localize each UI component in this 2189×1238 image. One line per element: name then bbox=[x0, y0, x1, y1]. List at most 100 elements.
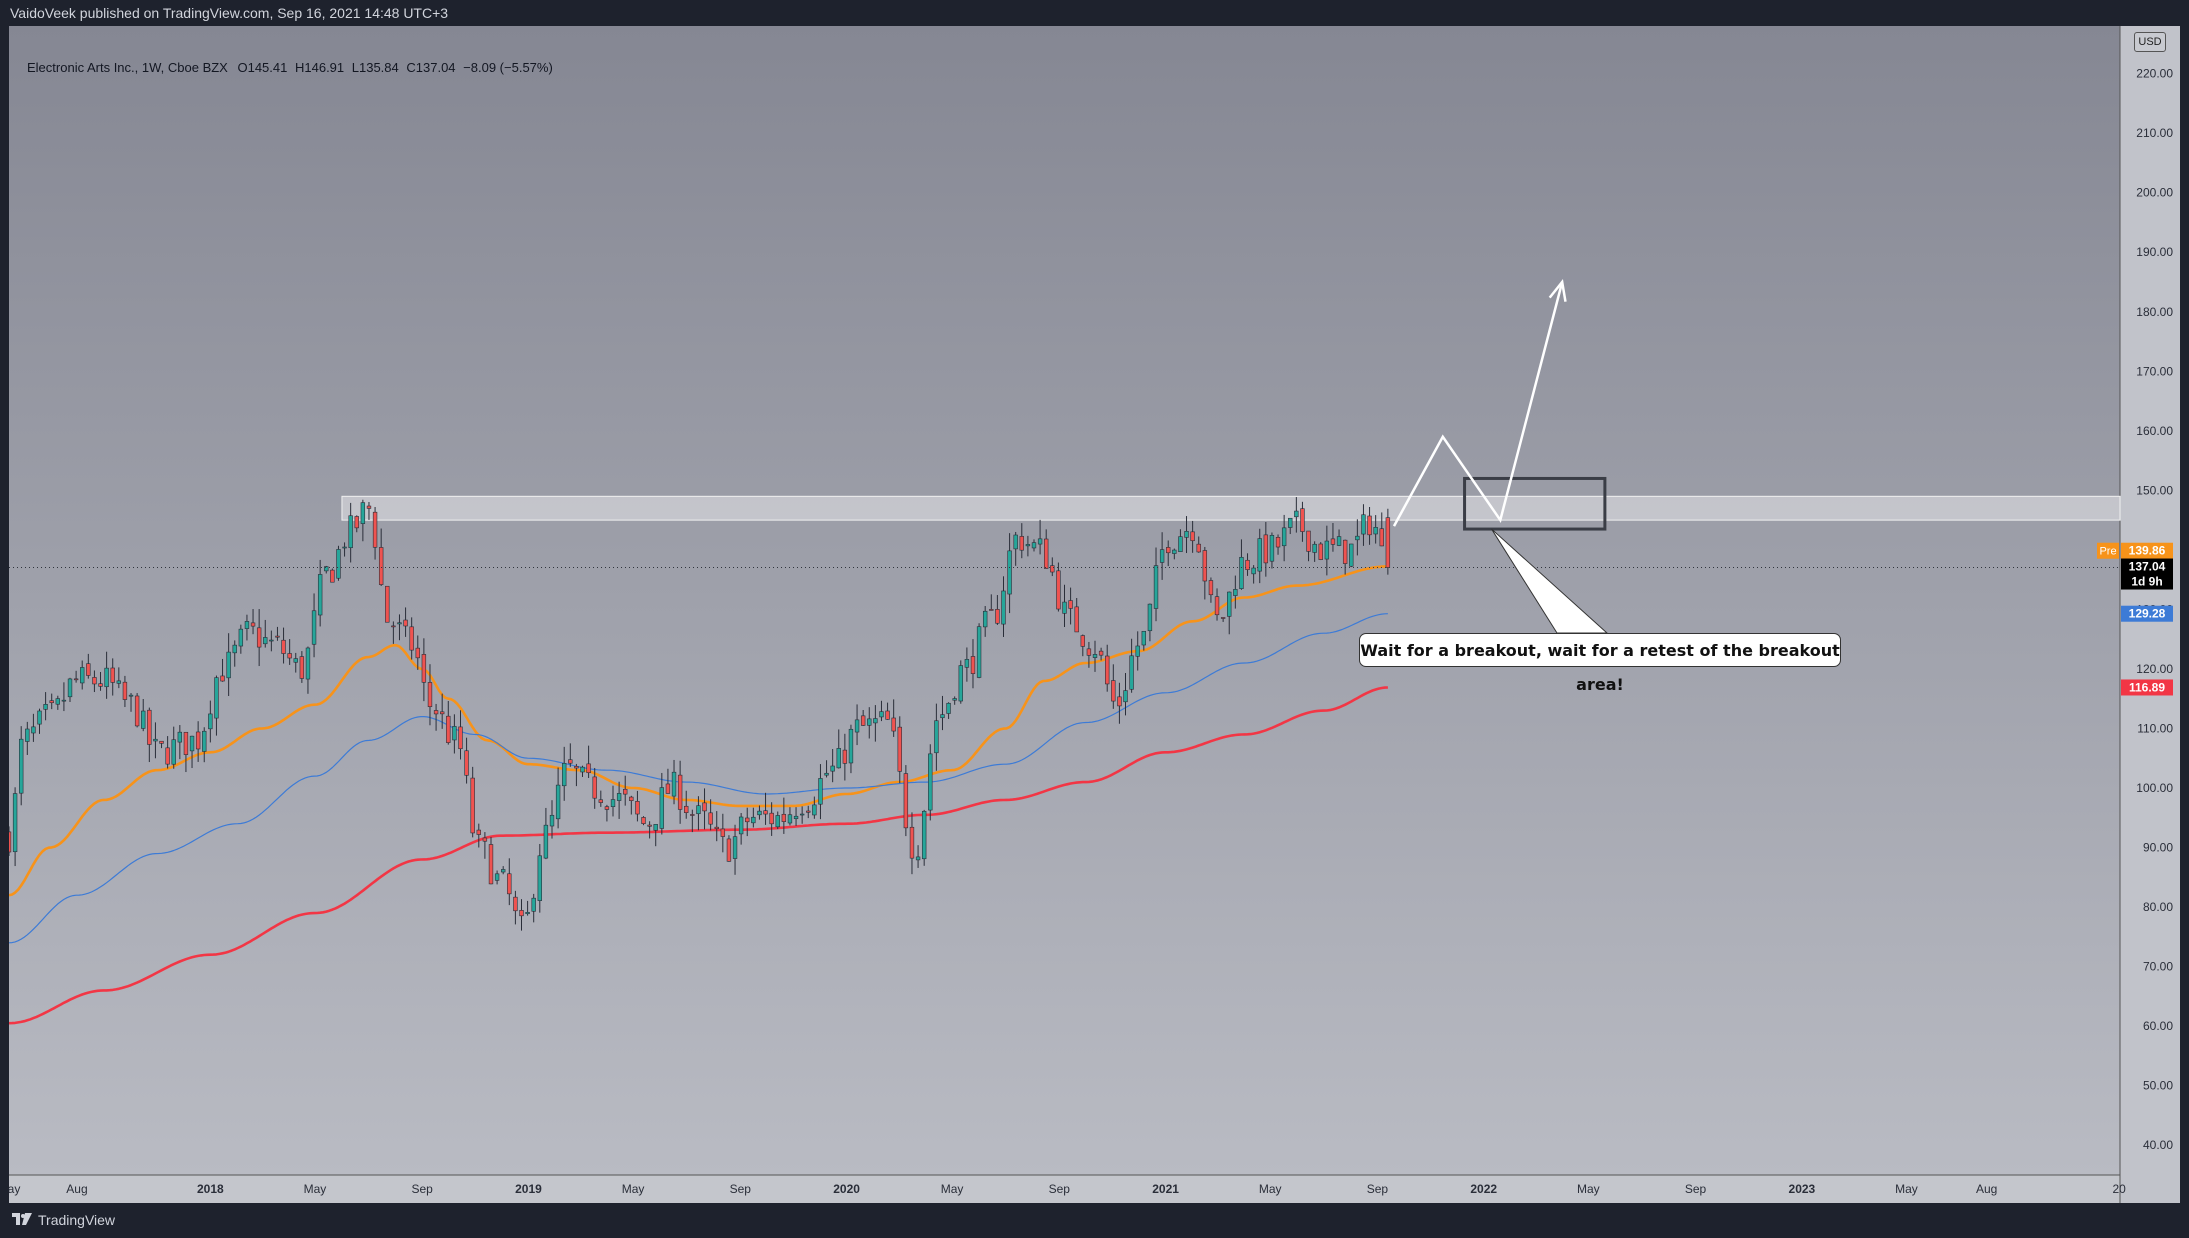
candle[interactable] bbox=[1068, 587, 1073, 625]
candle[interactable] bbox=[1324, 525, 1330, 576]
candle[interactable] bbox=[67, 677, 73, 703]
candle[interactable] bbox=[1233, 575, 1238, 609]
candle[interactable] bbox=[897, 716, 902, 784]
candle[interactable] bbox=[37, 708, 42, 734]
candle[interactable] bbox=[702, 788, 707, 830]
candle[interactable] bbox=[348, 502, 353, 563]
candle[interactable] bbox=[1062, 584, 1067, 628]
candle[interactable] bbox=[824, 760, 829, 778]
candle[interactable] bbox=[1178, 529, 1183, 553]
candle[interactable] bbox=[189, 735, 195, 769]
candle[interactable] bbox=[732, 824, 738, 875]
candle[interactable] bbox=[311, 593, 317, 658]
candle[interactable] bbox=[183, 731, 189, 773]
candle[interactable] bbox=[269, 630, 274, 652]
candle[interactable] bbox=[1031, 539, 1037, 552]
candle[interactable] bbox=[775, 811, 780, 830]
candle[interactable] bbox=[562, 746, 567, 801]
candle[interactable] bbox=[488, 836, 494, 885]
candle[interactable] bbox=[25, 721, 30, 755]
candle[interactable] bbox=[208, 700, 213, 743]
candle[interactable] bbox=[354, 515, 359, 533]
candle[interactable] bbox=[830, 749, 835, 783]
candle[interactable] bbox=[501, 866, 506, 875]
resistance-zone[interactable] bbox=[341, 495, 2121, 521]
candle[interactable] bbox=[1281, 514, 1287, 562]
candle[interactable] bbox=[641, 816, 646, 826]
candle[interactable] bbox=[427, 664, 433, 726]
candle[interactable] bbox=[9, 826, 12, 857]
candle[interactable] bbox=[73, 670, 79, 683]
candle[interactable] bbox=[958, 660, 963, 704]
ma-mid-line[interactable] bbox=[9, 613, 1388, 944]
candle[interactable] bbox=[860, 709, 866, 726]
candle[interactable] bbox=[580, 765, 585, 777]
candle[interactable] bbox=[787, 807, 793, 826]
candle[interactable] bbox=[1208, 577, 1214, 603]
candle[interactable] bbox=[921, 809, 927, 866]
candle[interactable] bbox=[629, 795, 634, 815]
candle[interactable] bbox=[1275, 534, 1281, 555]
candle[interactable] bbox=[1245, 553, 1250, 576]
candle[interactable] bbox=[1159, 532, 1165, 580]
candle[interactable] bbox=[293, 652, 298, 673]
candle[interactable] bbox=[55, 695, 61, 710]
candle[interactable] bbox=[1342, 539, 1348, 575]
candle[interactable] bbox=[1379, 512, 1384, 547]
candle[interactable] bbox=[171, 726, 176, 769]
candle[interactable] bbox=[1306, 530, 1311, 562]
candle[interactable] bbox=[1190, 520, 1195, 553]
candle[interactable] bbox=[1129, 638, 1134, 693]
candle[interactable] bbox=[964, 647, 970, 682]
candle[interactable] bbox=[494, 870, 500, 885]
candle[interactable] bbox=[970, 639, 976, 689]
candle[interactable] bbox=[86, 653, 91, 679]
candle[interactable] bbox=[763, 792, 768, 825]
candle[interactable] bbox=[665, 768, 671, 794]
candle[interactable] bbox=[1105, 644, 1110, 692]
candle[interactable] bbox=[543, 807, 549, 860]
candle[interactable] bbox=[684, 790, 689, 819]
candle[interactable] bbox=[1355, 519, 1360, 556]
candle[interactable] bbox=[19, 726, 24, 806]
candle[interactable] bbox=[757, 805, 762, 820]
candle[interactable] bbox=[952, 696, 957, 705]
candle[interactable] bbox=[525, 900, 530, 916]
candle[interactable] bbox=[1227, 591, 1232, 635]
candle[interactable] bbox=[80, 660, 85, 690]
candle[interactable] bbox=[305, 646, 311, 694]
candle[interactable] bbox=[147, 707, 152, 763]
candle[interactable] bbox=[1013, 531, 1018, 566]
candle[interactable] bbox=[61, 682, 67, 712]
candle[interactable] bbox=[452, 714, 457, 754]
candle[interactable] bbox=[397, 614, 402, 641]
candle[interactable] bbox=[781, 797, 787, 834]
candle[interactable] bbox=[421, 638, 427, 702]
candle[interactable] bbox=[720, 813, 726, 853]
candle[interactable] bbox=[842, 733, 848, 781]
candle[interactable] bbox=[433, 703, 439, 731]
candle[interactable] bbox=[31, 713, 36, 742]
candle[interactable] bbox=[1172, 548, 1177, 560]
candle[interactable] bbox=[202, 727, 207, 763]
candle[interactable] bbox=[1098, 647, 1104, 661]
candle[interactable] bbox=[989, 594, 994, 611]
candle[interactable] bbox=[891, 699, 896, 737]
candle[interactable] bbox=[903, 765, 909, 837]
candle[interactable] bbox=[995, 595, 1000, 625]
candle[interactable] bbox=[1300, 501, 1305, 542]
candle[interactable] bbox=[1349, 543, 1354, 568]
candle[interactable] bbox=[1184, 516, 1189, 554]
candle[interactable] bbox=[1385, 508, 1391, 575]
candle[interactable] bbox=[372, 506, 378, 560]
candle[interactable] bbox=[49, 693, 54, 710]
candle[interactable] bbox=[1123, 672, 1128, 716]
projected-path[interactable] bbox=[1392, 281, 1564, 527]
candle[interactable] bbox=[1318, 542, 1323, 561]
candle[interactable] bbox=[793, 807, 799, 826]
candle[interactable] bbox=[195, 721, 201, 762]
candle[interactable] bbox=[867, 707, 872, 739]
candle[interactable] bbox=[238, 624, 244, 654]
candle[interactable] bbox=[1251, 565, 1256, 584]
candle[interactable] bbox=[177, 725, 183, 760]
